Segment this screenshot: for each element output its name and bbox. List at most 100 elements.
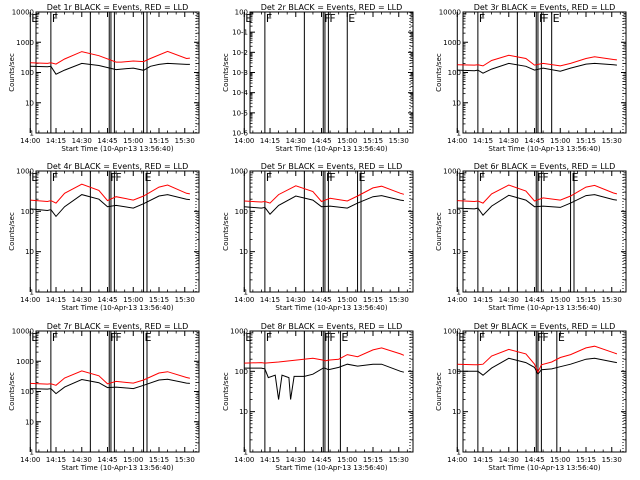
panel-det-6: Det 6r BLACK = Events, RED = LLD 1 10 100 10…: [435, 162, 627, 312]
flag-label: F: [542, 12, 548, 25]
flag-label: F: [52, 331, 58, 344]
y-tick-label: 100: [21, 69, 34, 77]
flag-label: F: [537, 331, 543, 344]
y-tick-label: 10: [25, 418, 34, 426]
panel-title: Det 5r BLACK = Events, RED = LLD: [261, 162, 403, 171]
y-tick-label: 10: [452, 248, 461, 256]
x-tick-label: 14:00: [234, 456, 254, 464]
y-tick-label: 10-2: [232, 49, 248, 57]
y-tick-label: 10: [452, 99, 461, 107]
flag-label: F: [110, 171, 116, 184]
x-tick-label: 15:00: [550, 137, 570, 145]
flag-label: E: [341, 331, 348, 344]
y-tick-label: 100: [21, 208, 34, 216]
y-tick-label: 100: [21, 388, 34, 396]
y-axis-label: Counts/sec: [222, 53, 230, 92]
y-axis-label: Counts/sec: [8, 212, 16, 251]
x-tick-label: 15:15: [576, 137, 596, 145]
series-line-events: [30, 62, 190, 75]
flag-label: E: [31, 331, 38, 344]
x-axis-label: Start Time (10-Apr-13 13:56:40): [275, 145, 387, 153]
flag-label: F: [329, 171, 335, 184]
y-tick-label: 100: [235, 208, 248, 216]
flag-label: E: [31, 171, 38, 184]
flag-label: F: [542, 171, 548, 184]
panel-det-4: Det 4r BLACK = Events, RED = LLD 1 10 100 10…: [8, 162, 200, 312]
y-tick-label: 100: [448, 208, 461, 216]
plot-frame: [462, 11, 627, 134]
y-tick-label: 1: [457, 289, 461, 297]
x-tick-label: 14:15: [260, 137, 280, 145]
x-tick-label: 15:30: [602, 456, 622, 464]
y-tick-label: 1000: [443, 168, 461, 176]
series-line-events: [457, 194, 617, 216]
panel-title: Det 2r BLACK = Events, RED = LLD: [261, 3, 403, 12]
x-tick-label: 14:00: [20, 456, 40, 464]
flag-label: F: [542, 331, 548, 344]
series-line-lld: [244, 347, 405, 364]
y-tick-label: 10-6: [232, 130, 248, 138]
x-tick-label: 14:45: [311, 456, 331, 464]
flag-label: F: [539, 12, 545, 25]
x-tick-label: 14:45: [311, 137, 331, 145]
x-tick-label: 15:00: [337, 137, 357, 145]
series-line-lld: [457, 54, 617, 67]
series-line-events: [457, 357, 617, 376]
x-tick-label: 15:15: [363, 137, 383, 145]
y-tick-label: 1000: [16, 168, 34, 176]
panel-det-9: Det 9r BLACK = Events, RED = LLD 1 10 100 10…: [435, 322, 627, 472]
x-tick-label: 14:00: [447, 456, 467, 464]
flag-label: F: [329, 331, 335, 344]
y-tick-label: 10-3: [232, 69, 248, 77]
flag-label: E: [145, 331, 152, 344]
series-line-lld: [457, 345, 618, 374]
flag-label: E: [31, 12, 38, 25]
x-tick-label: 15:15: [576, 456, 596, 464]
x-tick-label: 15:15: [149, 296, 169, 304]
x-tick-label: 15:30: [602, 296, 622, 304]
flag-label: E: [359, 171, 366, 184]
series-line-events: [457, 62, 617, 74]
flag-label: F: [326, 171, 332, 184]
x-tick-label: 14:00: [20, 137, 40, 145]
y-tick-label: 1000: [16, 358, 34, 366]
x-tick-label: 14:15: [46, 296, 66, 304]
panel-title: Det 4r BLACK = Events, RED = LLD: [47, 162, 189, 171]
y-tick-label: 1000: [16, 39, 34, 47]
x-axis-label: Start Time (10-Apr-13 13:56:40): [61, 464, 173, 472]
flag-label: F: [110, 331, 116, 344]
x-tick-label: 14:15: [46, 137, 66, 145]
flag-label: F: [324, 331, 330, 344]
x-tick-label: 14:15: [473, 137, 493, 145]
x-tick-label: 15:00: [550, 456, 570, 464]
x-tick-label: 15:30: [175, 137, 195, 145]
flag-label: F: [479, 12, 485, 25]
panel-det-3: Det 3r BLACK = Events, RED = LLD 1 10 100 10…: [435, 3, 627, 153]
x-tick-label: 14:15: [260, 296, 280, 304]
y-axis-label: Counts/sec: [8, 372, 16, 411]
plot-frame: [462, 330, 627, 453]
x-tick-label: 15:00: [123, 137, 143, 145]
y-tick-label: 1: [30, 449, 34, 457]
x-tick-label: 14:00: [20, 296, 40, 304]
series-line-lld: [30, 370, 191, 386]
panel-title: Det 8r BLACK = Events, RED = LLD: [261, 322, 403, 331]
panel-title: Det 7r BLACK = Events, RED = LLD: [47, 322, 189, 331]
y-tick-label: 100: [235, 9, 248, 17]
y-tick-label: 1: [457, 449, 461, 457]
x-tick-label: 14:30: [499, 456, 519, 464]
x-tick-label: 14:30: [72, 456, 92, 464]
x-tick-label: 15:00: [337, 296, 357, 304]
x-tick-label: 14:15: [260, 456, 280, 464]
y-tick-label: 100: [448, 368, 461, 376]
flag-label: E: [348, 12, 355, 25]
flag-label: E: [245, 12, 252, 25]
y-tick-label: 1000: [443, 39, 461, 47]
x-tick-label: 14:45: [97, 296, 117, 304]
flag-label: F: [115, 331, 121, 344]
y-tick-label: 1: [30, 289, 34, 297]
y-tick-label: 1000: [443, 328, 461, 336]
y-tick-label: 10-1: [232, 29, 248, 37]
x-tick-label: 14:45: [97, 456, 117, 464]
